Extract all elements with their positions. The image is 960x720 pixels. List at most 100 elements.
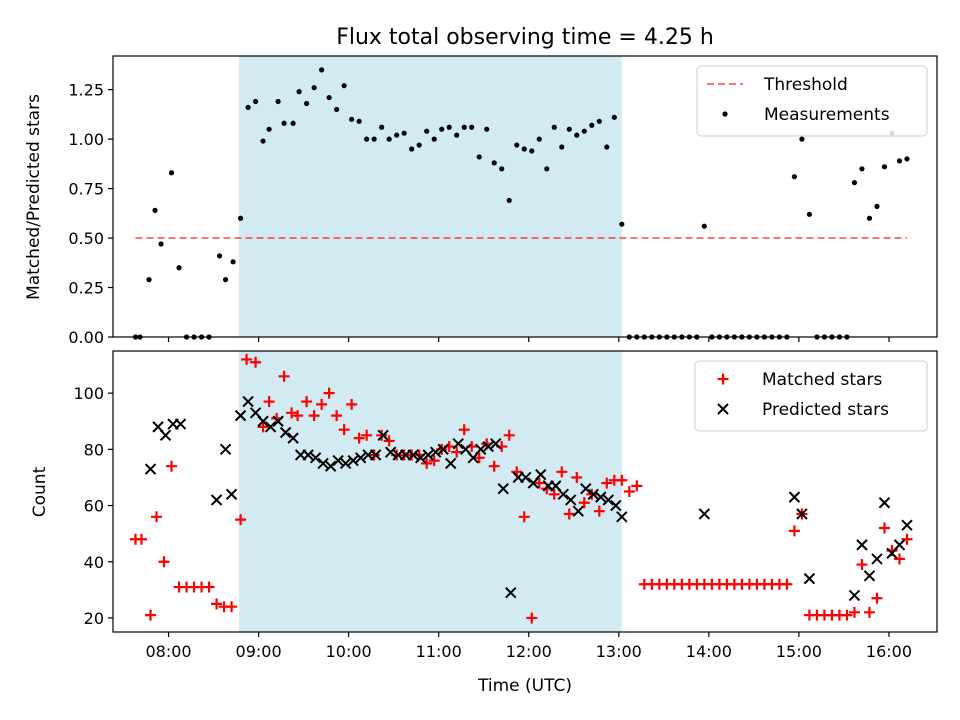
measurement-point bbox=[701, 223, 707, 229]
measurement-point bbox=[146, 277, 152, 283]
matched-star-point bbox=[286, 407, 298, 419]
measurement-point bbox=[275, 98, 281, 105]
legend-box bbox=[694, 360, 928, 432]
measurement-point bbox=[851, 180, 858, 186]
predicted-star-point bbox=[475, 443, 487, 456]
predicted-star-point bbox=[565, 494, 577, 506]
legend-label: Measurements bbox=[764, 105, 890, 125]
matched-star-point bbox=[556, 466, 568, 478]
predicted-star-point bbox=[264, 421, 277, 433]
measurement-point bbox=[394, 132, 400, 138]
predicted-star-point bbox=[788, 491, 801, 503]
matched-star-point bbox=[631, 480, 643, 492]
top-y-axis-label: Matched/Predicted stars bbox=[24, 94, 44, 300]
y-tick-label: 1.25 bbox=[68, 81, 104, 100]
predicted-star-point bbox=[287, 432, 299, 444]
measurement-point bbox=[874, 203, 880, 209]
measurement-point bbox=[356, 118, 362, 124]
measurement-point bbox=[461, 124, 467, 130]
matched-star-point bbox=[263, 396, 275, 408]
measurement-point bbox=[304, 100, 310, 107]
measurement-point bbox=[311, 85, 317, 91]
matched-star-point bbox=[361, 429, 373, 441]
predicted-star-point bbox=[610, 499, 622, 512]
matched-star-point bbox=[878, 522, 890, 534]
predicted-star-point bbox=[572, 505, 584, 517]
predicted-star-point bbox=[279, 426, 292, 439]
y-tick-label: 100 bbox=[73, 384, 104, 403]
predicted-star-point bbox=[369, 449, 382, 461]
measurement-point bbox=[469, 124, 475, 130]
measurement-point bbox=[589, 122, 595, 128]
measurement-point bbox=[168, 170, 175, 176]
predicted-star-point bbox=[490, 438, 502, 450]
legend-label: Matched stars bbox=[762, 370, 882, 390]
matched-star-point bbox=[353, 432, 365, 444]
x-tick-label: 16:00 bbox=[866, 642, 912, 661]
predicted-star-point bbox=[174, 418, 187, 430]
predicted-star-point bbox=[856, 539, 868, 551]
matched-star-point bbox=[503, 429, 515, 441]
predicted-star-point bbox=[234, 409, 247, 422]
x-tick-label: 08:00 bbox=[145, 642, 191, 661]
predicted-star-point bbox=[497, 482, 509, 495]
matched-star-point bbox=[316, 398, 328, 410]
matched-star-point bbox=[346, 398, 358, 410]
y-tick-label: 20 bbox=[84, 609, 104, 628]
measurement-point bbox=[379, 124, 385, 130]
y-tick-label: 0.25 bbox=[68, 279, 104, 298]
measurement-point bbox=[341, 83, 347, 89]
matched-star-point bbox=[893, 553, 905, 565]
predicted-star-point bbox=[414, 452, 427, 464]
matched-star-point bbox=[571, 471, 583, 483]
matched-star-point bbox=[308, 410, 320, 422]
matched-star-point bbox=[526, 612, 538, 624]
predicted-star-point bbox=[595, 491, 607, 503]
matched-star-point bbox=[781, 578, 793, 590]
measurement-point bbox=[476, 154, 482, 160]
plot-panel-1: 0.00 0.25 0.50 0.75 1.00 1.25 Threshold Measure… bbox=[68, 55, 938, 347]
y-tick-label: 60 bbox=[84, 497, 104, 516]
matched-star-point bbox=[383, 435, 395, 447]
measurement-point bbox=[454, 132, 460, 138]
measurement-point bbox=[386, 136, 392, 142]
measurement-point bbox=[416, 142, 422, 148]
predicted-star-point bbox=[580, 482, 592, 495]
matched-star-point bbox=[241, 353, 253, 365]
measurement-point bbox=[266, 126, 272, 132]
predicted-star-point bbox=[324, 460, 337, 472]
predicted-star-point bbox=[257, 415, 269, 427]
predicted-star-point bbox=[210, 494, 223, 506]
matched-star-point bbox=[841, 609, 853, 621]
measurement-point bbox=[364, 136, 370, 142]
matched-star-point bbox=[548, 488, 560, 500]
predicted-star-point bbox=[332, 454, 344, 467]
x-tick-label: 09:00 bbox=[236, 642, 282, 661]
measurement-point bbox=[596, 118, 602, 124]
matched-star-point bbox=[331, 410, 343, 422]
observing-window-shade bbox=[239, 351, 622, 632]
measurement-point bbox=[619, 221, 625, 227]
y-tick-label: 1.00 bbox=[68, 130, 104, 149]
measurement-point bbox=[319, 67, 325, 73]
matched-star-point bbox=[136, 533, 148, 545]
matched-star-point bbox=[473, 452, 485, 464]
predicted-star-point bbox=[272, 415, 284, 427]
measurement-point bbox=[566, 126, 572, 132]
measurement-point bbox=[559, 144, 565, 150]
predicted-star-point bbox=[893, 539, 906, 551]
matched-star-point bbox=[323, 387, 335, 399]
legend-label: Threshold bbox=[763, 75, 848, 95]
matched-star-point bbox=[278, 370, 290, 382]
measurement-point bbox=[514, 142, 520, 148]
measurement-point bbox=[499, 166, 505, 172]
matched-star-point bbox=[451, 446, 463, 458]
measurement-point bbox=[349, 116, 355, 122]
measurement-point bbox=[866, 215, 873, 221]
measurement-point bbox=[806, 211, 813, 217]
measurement-point bbox=[371, 136, 377, 142]
matched-star-point bbox=[301, 396, 313, 408]
matched-star-point bbox=[488, 460, 500, 472]
predicted-star-point bbox=[422, 449, 434, 461]
